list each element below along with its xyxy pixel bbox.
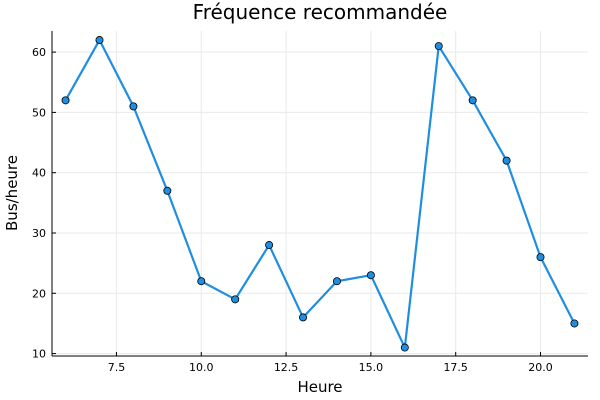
y-tick-label: 30 [32,227,46,240]
data-point [265,241,274,250]
series [61,36,579,352]
data-point [366,271,375,280]
x-tick-label: 10.0 [189,361,214,374]
data-point [231,295,240,304]
chart-title: Fréquence recommandée [193,0,448,24]
y-tick-label: 20 [32,287,46,300]
data-point [129,102,138,111]
x-tick-label: 17.5 [443,361,468,374]
axes [51,31,588,357]
x-axis-label: Heure [297,378,342,396]
series-line [64,38,576,349]
data-point [468,96,477,105]
x-tick-label: 7.5 [108,361,126,374]
x-tick-label: 15.0 [359,361,384,374]
y-tick-label: 50 [32,106,46,119]
x-tick-label: 20.0 [528,361,553,374]
y-tick-label: 10 [32,348,46,361]
data-point [197,277,206,286]
data-point [163,186,172,195]
data-point [332,277,341,286]
data-point [61,96,70,105]
data-point [570,319,579,328]
data-point [400,343,409,352]
y-tick-label: 40 [32,167,46,180]
data-point [299,313,308,322]
data-point [434,42,443,51]
data-point [502,156,511,165]
data-point [536,253,545,262]
data-point [95,36,104,45]
y-axis-label: Bus/heure [3,155,21,231]
x-tick-label: 12.5 [274,361,299,374]
grid [52,31,588,356]
tick-labels: 7.5 10.0 12.5 15.0 17.5 20.0 10 20 30 40 50 60 [32,46,553,374]
y-tick-label: 60 [32,46,46,59]
